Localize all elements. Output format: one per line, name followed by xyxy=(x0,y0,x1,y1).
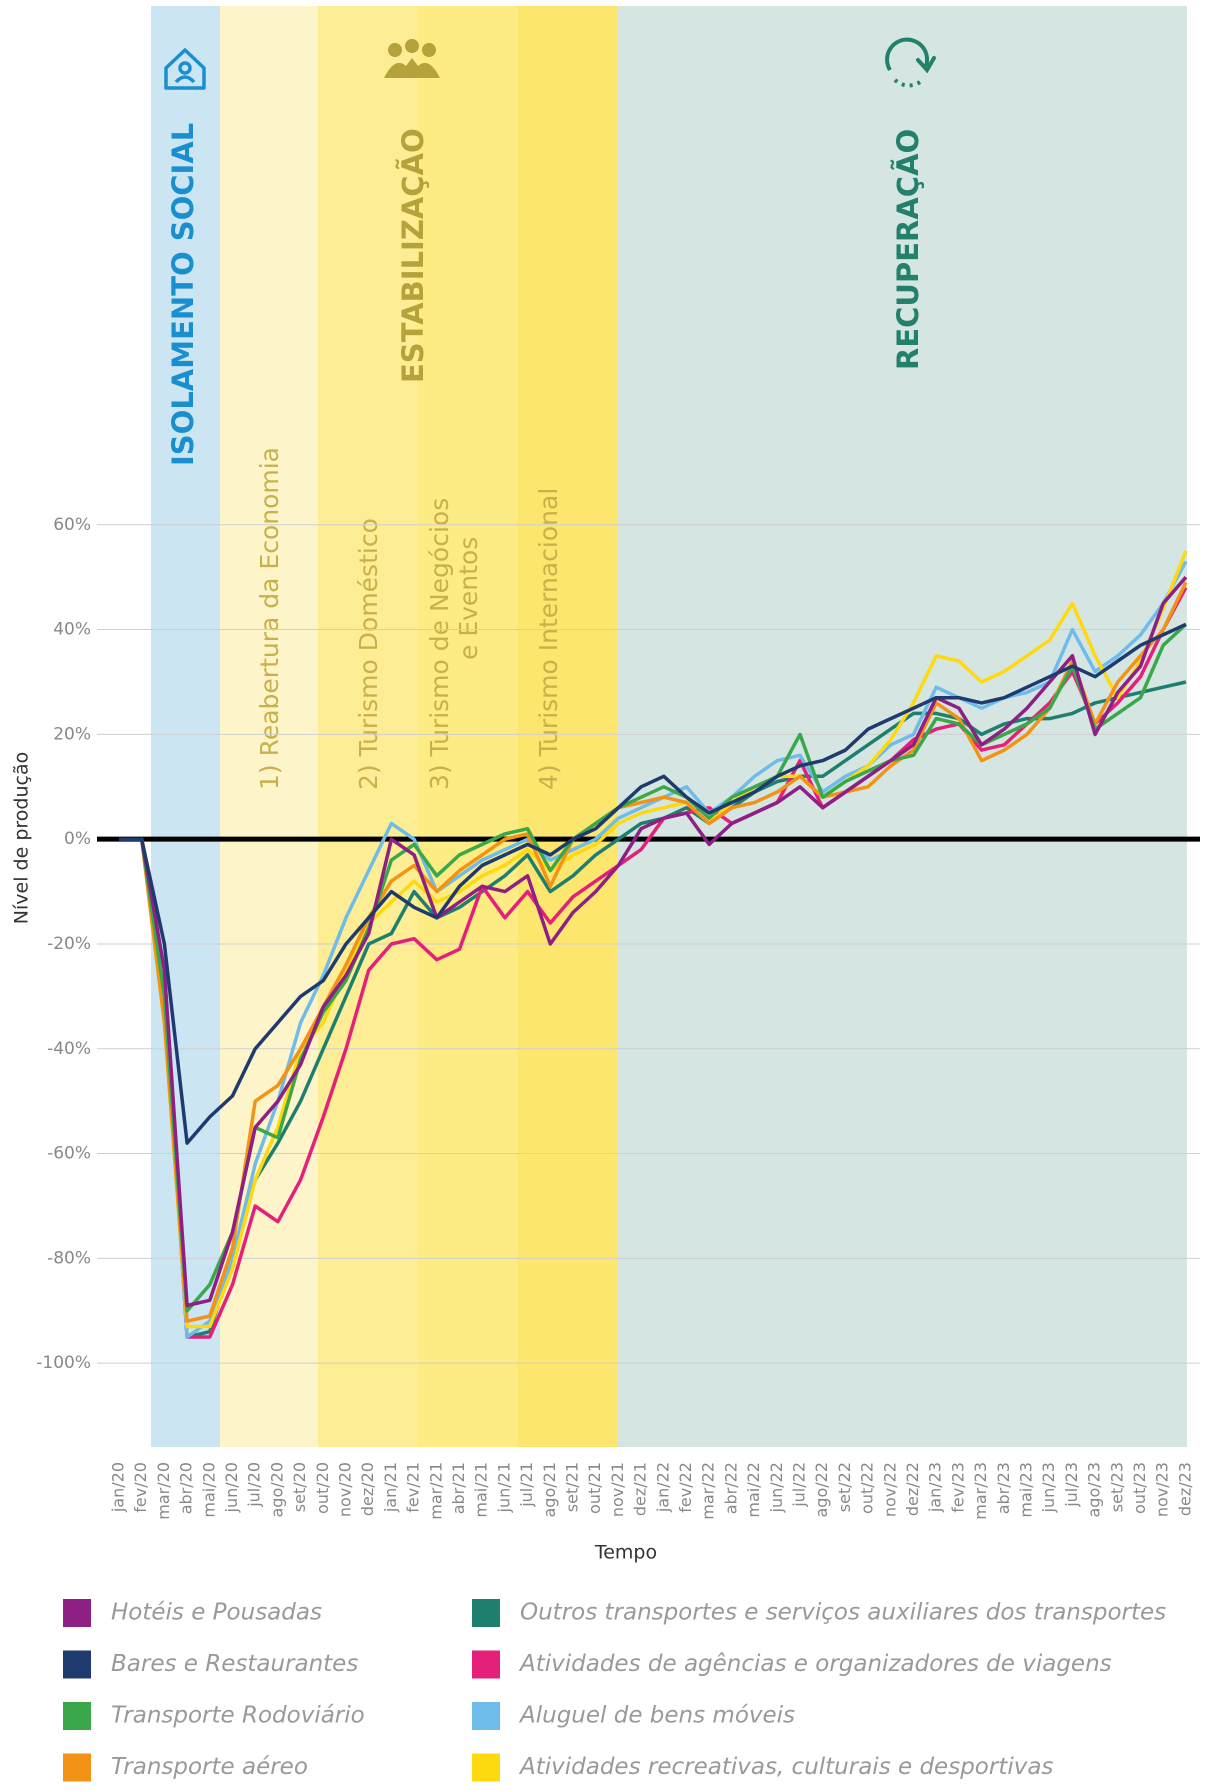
legend-swatch xyxy=(63,1702,91,1730)
legend-swatch xyxy=(63,1599,91,1627)
y-tick-label: -100% xyxy=(36,1353,91,1373)
x-tick-label: out/21 xyxy=(585,1462,604,1514)
x-tick-label: mai/21 xyxy=(472,1462,491,1518)
series-line xyxy=(119,550,1188,1329)
x-tick-label: fev/21 xyxy=(404,1462,423,1513)
people-icon xyxy=(384,39,440,78)
x-tick-label: nov/21 xyxy=(608,1462,627,1517)
legend-label: Bares e Restaurantes xyxy=(111,1651,358,1677)
recovery-icon xyxy=(885,37,936,88)
x-tick-label: jul/20 xyxy=(245,1462,264,1508)
band-title: RECUPERAÇÃO xyxy=(891,129,925,370)
legend-label: Transporte Rodoviário xyxy=(111,1703,365,1729)
x-tick-label: mar/23 xyxy=(971,1462,990,1520)
band-title: ESTABILIZAÇÃO xyxy=(396,128,430,383)
y-tick-label: -60% xyxy=(47,1144,91,1164)
x-tick-label: out/22 xyxy=(858,1462,877,1514)
x-tick-label: abr/21 xyxy=(449,1462,468,1514)
x-tick-label: jan/23 xyxy=(926,1462,945,1513)
legend-label: Aluguel de bens móveis xyxy=(518,1703,795,1729)
x-tick-label: ago/20 xyxy=(267,1462,286,1518)
legend-swatch xyxy=(472,1599,500,1627)
legend-label: Atividades de agências e organizadores d… xyxy=(518,1651,1112,1677)
x-tick-label: jan/22 xyxy=(653,1462,672,1513)
x-tick-label: jan/21 xyxy=(381,1462,400,1513)
series-line xyxy=(119,622,1187,1145)
x-tick-label: dez/21 xyxy=(631,1462,650,1516)
x-tick-label: jun/20 xyxy=(222,1462,241,1513)
y-tick-label: 0% xyxy=(64,829,91,849)
x-tick-label: mar/20 xyxy=(154,1462,173,1520)
x-tick-label: set/23 xyxy=(1107,1462,1126,1512)
legend-label: Atividades recreativas, culturais e desp… xyxy=(518,1754,1053,1780)
x-tick-label: jun/21 xyxy=(494,1462,513,1513)
x-tick-label: fev/23 xyxy=(948,1462,967,1513)
phase-label: 1) Reabertura da Economia xyxy=(255,447,284,790)
band-phase-3 xyxy=(417,6,518,1447)
series-line xyxy=(119,581,1188,1323)
x-tick-label: mai/23 xyxy=(1017,1462,1036,1518)
legend-swatch xyxy=(472,1650,500,1679)
phase-label: 3) Turismo de Negócios xyxy=(425,498,454,790)
legend-label: Transporte aéreo xyxy=(111,1754,308,1780)
x-tick-label: set/21 xyxy=(563,1462,582,1512)
x-tick-label: out/20 xyxy=(313,1462,332,1514)
x-tick-label: dez/22 xyxy=(903,1462,922,1516)
legend-label: Hotéis e Pousadas xyxy=(111,1600,322,1626)
phase-label: e Eventos xyxy=(454,537,483,660)
legend-swatch xyxy=(63,1753,91,1782)
x-tick-label: jun/22 xyxy=(767,1462,786,1513)
x-tick-label: abr/22 xyxy=(721,1462,740,1514)
x-tick-label: out/23 xyxy=(1130,1462,1149,1514)
x-tick-label: jul/22 xyxy=(790,1462,809,1508)
x-tick-label: dez/23 xyxy=(1175,1462,1194,1516)
legend-swatch xyxy=(472,1753,500,1782)
phase-label: 2) Turismo Doméstico xyxy=(354,518,383,790)
x-tick-label: dez/20 xyxy=(358,1462,377,1516)
y-axis-label: Nível de produção xyxy=(11,752,33,924)
x-tick-label: mar/21 xyxy=(426,1462,445,1520)
x-tick-label: ago/23 xyxy=(1085,1462,1104,1518)
x-tick-label: nov/20 xyxy=(336,1462,355,1517)
y-tick-label: -20% xyxy=(47,934,91,954)
band-phase-4 xyxy=(518,6,618,1447)
series-line xyxy=(119,586,1188,1339)
y-tick-label: 40% xyxy=(53,620,91,640)
band-phase-2 xyxy=(318,6,417,1447)
series-line xyxy=(119,680,1187,1339)
phase-label: 4) Turismo Internacional xyxy=(534,488,563,790)
x-tick-label: set/22 xyxy=(835,1462,854,1512)
legend-swatch xyxy=(63,1650,91,1679)
x-tick-label: nov/22 xyxy=(880,1462,899,1517)
legend-swatch xyxy=(472,1702,500,1730)
x-tick-label: abr/20 xyxy=(177,1462,196,1514)
x-tick-label: mai/20 xyxy=(199,1462,218,1518)
x-tick-label: abr/23 xyxy=(994,1462,1013,1514)
x-tick-label: fev/20 xyxy=(131,1462,150,1513)
y-tick-label: 20% xyxy=(53,724,91,744)
x-tick-label: jul/23 xyxy=(1062,1462,1081,1508)
x-tick-label: mai/22 xyxy=(744,1462,763,1518)
x-tick-label: jul/21 xyxy=(517,1462,536,1508)
house-icon xyxy=(164,48,206,90)
legend-label: Outros transportes e serviços auxiliares… xyxy=(520,1600,1166,1626)
band-isolation xyxy=(151,6,220,1447)
icons xyxy=(164,37,936,90)
x-tick-label: jun/23 xyxy=(1039,1462,1058,1513)
y-tick-label: -40% xyxy=(47,1039,91,1059)
x-tick-label: jan/20 xyxy=(109,1462,128,1513)
x-tick-label: nov/23 xyxy=(1153,1462,1172,1517)
x-tick-label: set/20 xyxy=(290,1462,309,1512)
x-tick-label: ago/21 xyxy=(540,1462,559,1518)
x-tick-label: mar/22 xyxy=(699,1462,718,1520)
band-title: ISOLAMENTO SOCIAL xyxy=(166,123,200,466)
x-tick-label: ago/22 xyxy=(812,1462,831,1518)
x-axis-label: Tempo xyxy=(594,1542,657,1564)
y-tick-label: 60% xyxy=(53,515,91,535)
x-tick-label: fev/22 xyxy=(676,1462,695,1513)
series-line xyxy=(119,576,1188,1308)
y-tick-label: -80% xyxy=(47,1248,91,1268)
